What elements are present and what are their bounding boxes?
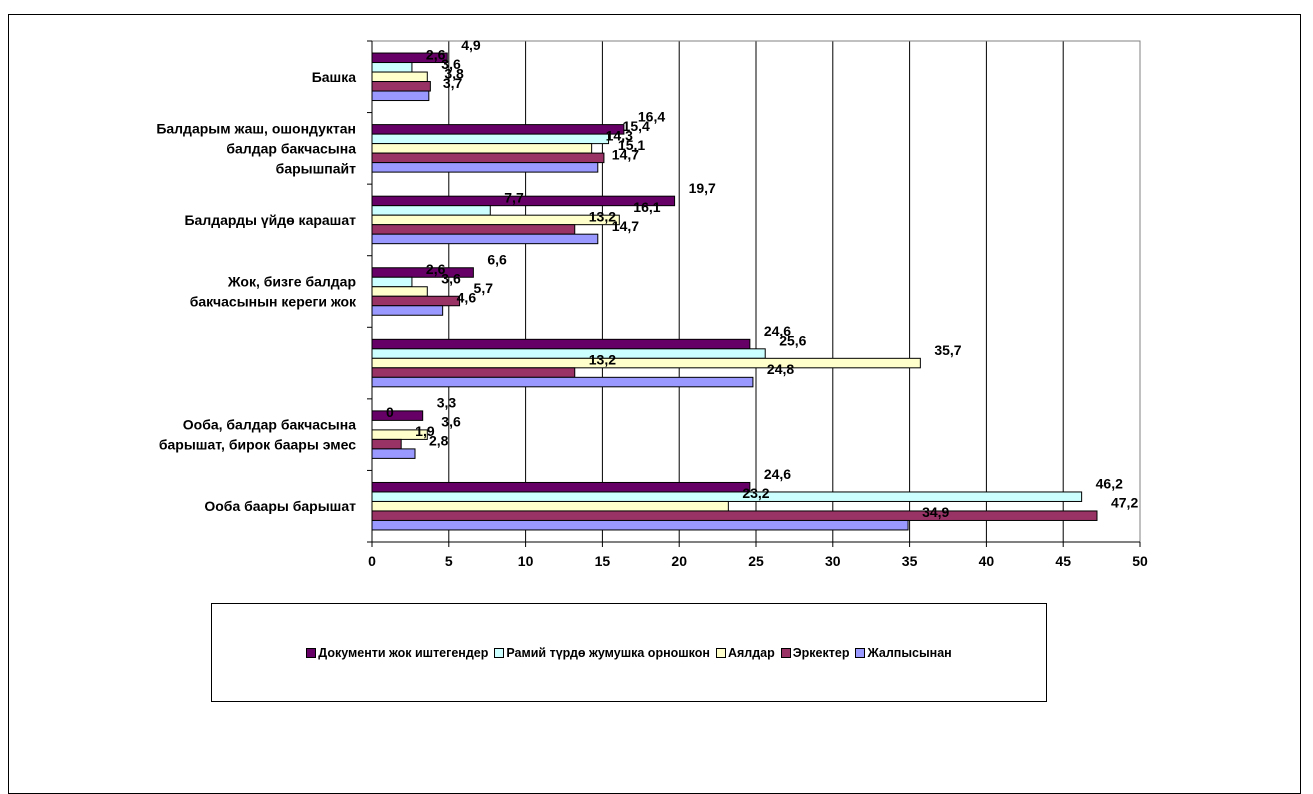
data-label: 3,6: [441, 414, 461, 430]
data-label: 2,6: [426, 46, 446, 62]
bar: [371, 152, 605, 164]
bar: [371, 491, 1083, 502]
bar: [371, 305, 444, 316]
data-label: 3,6: [441, 56, 461, 72]
x-tick-label: 20: [671, 553, 687, 569]
data-label: 14,3: [606, 127, 633, 143]
data-label: 16,1: [633, 199, 660, 215]
x-tick-label: 0: [368, 553, 376, 569]
category-label: Жок, бизге балдар бакчасынын кереги жок: [190, 274, 357, 310]
data-label: 3,7: [443, 75, 463, 91]
data-label: 46,2: [1096, 476, 1123, 492]
data-label: 0: [386, 404, 394, 420]
data-label: 7,7: [504, 189, 524, 205]
legend-label: Жалпысынан: [867, 645, 952, 660]
data-label: 24,6: [764, 466, 791, 482]
data-label: 2,8: [429, 433, 449, 449]
x-tick-label: 35: [902, 553, 918, 569]
bar: [371, 143, 593, 154]
bar: [371, 357, 921, 369]
data-label: 14,7: [612, 218, 639, 234]
data-label: 24,8: [767, 361, 794, 377]
data-label: 1,9: [415, 423, 435, 439]
data-label: 35,7: [934, 342, 961, 358]
category-label: Балдарды үйдө карашат: [184, 212, 356, 228]
bar: [371, 295, 461, 307]
data-label: 6,6: [487, 252, 507, 268]
data-label: 3,6: [441, 271, 461, 287]
data-label: 15,1: [618, 137, 645, 153]
data-label: 19,7: [689, 180, 716, 196]
legend: Документи жок иштегендер Рамий түрдө жуму…: [211, 603, 1047, 702]
bar: [371, 410, 424, 421]
legend-item: Жалпысынан: [855, 645, 952, 660]
legend-swatch: [494, 647, 505, 658]
bar: [371, 286, 428, 297]
x-tick-label: 25: [748, 553, 764, 569]
x-tick-label: 30: [825, 553, 841, 569]
bar: [371, 233, 599, 245]
data-label: 24,6: [764, 323, 791, 339]
bar: [371, 214, 620, 226]
legend-label: Документи жок иштегендер: [318, 645, 489, 660]
bar: [371, 481, 751, 493]
legend-swatch: [780, 647, 791, 658]
bar: [371, 133, 610, 145]
data-label: 16,4: [638, 108, 665, 124]
bar: [371, 162, 599, 173]
x-tick-label: 15: [595, 553, 611, 569]
legend-swatch: [715, 647, 726, 658]
bar: [371, 124, 625, 135]
bar: [371, 338, 751, 350]
x-tick-label: 5: [445, 553, 453, 569]
bar: [371, 71, 428, 83]
x-tick-label: 45: [1055, 553, 1071, 569]
data-label: 47,2: [1111, 495, 1138, 511]
category-label: Ооба, балдар бакчасына барышат, бирок баа…: [159, 417, 356, 453]
bar: [371, 81, 431, 92]
legend-item: Документи жок иштегендер: [306, 646, 488, 660]
bar: [371, 224, 576, 235]
data-label: 2,6: [426, 261, 446, 277]
data-label: 3,8: [444, 65, 464, 81]
legend-swatch: [306, 647, 317, 658]
data-label: 4,9: [461, 37, 481, 53]
legend-item: Рамий түрдө жумушка орношкон: [494, 646, 710, 660]
data-label: 15,4: [623, 118, 650, 134]
legend-label: Аялдар: [727, 645, 775, 660]
category-label: Башка: [312, 69, 357, 85]
bar: [371, 510, 1098, 521]
bar: [371, 367, 576, 378]
legend-swatch: [855, 647, 866, 658]
data-label: 34,9: [922, 504, 949, 520]
data-label: 13,2: [589, 352, 616, 368]
bar: [371, 348, 766, 359]
data-label: 14,7: [612, 146, 639, 162]
data-label: 23,2: [742, 485, 769, 501]
legend-item: Эркектер: [780, 645, 850, 660]
data-label: 4,6: [457, 290, 477, 306]
data-label: 3,3: [437, 395, 457, 411]
bar: [371, 276, 413, 288]
x-tick-label: 10: [518, 553, 534, 569]
bar: [371, 376, 754, 388]
bar: [371, 62, 413, 73]
category-label: Балдарым жаш, ошондуктан балдар бакчасына…: [156, 120, 356, 176]
data-label: 5,7: [474, 280, 494, 296]
data-label: 13,2: [589, 208, 616, 224]
category-label: Ооба баары барышат: [204, 498, 356, 514]
bar: [371, 448, 416, 459]
legend-label: Эркектер: [792, 645, 850, 660]
bar: [371, 500, 729, 512]
x-tick-label: 40: [979, 553, 995, 569]
legend-item: Аялдар: [715, 645, 775, 660]
bar: [371, 438, 402, 450]
data-label: 25,6: [779, 333, 806, 349]
bar: [371, 205, 491, 216]
bar: [371, 90, 430, 102]
legend-label: Рамий түрдө жумушка орношкон: [506, 645, 710, 660]
x-tick-label: 50: [1132, 553, 1148, 569]
bar: [371, 519, 909, 531]
